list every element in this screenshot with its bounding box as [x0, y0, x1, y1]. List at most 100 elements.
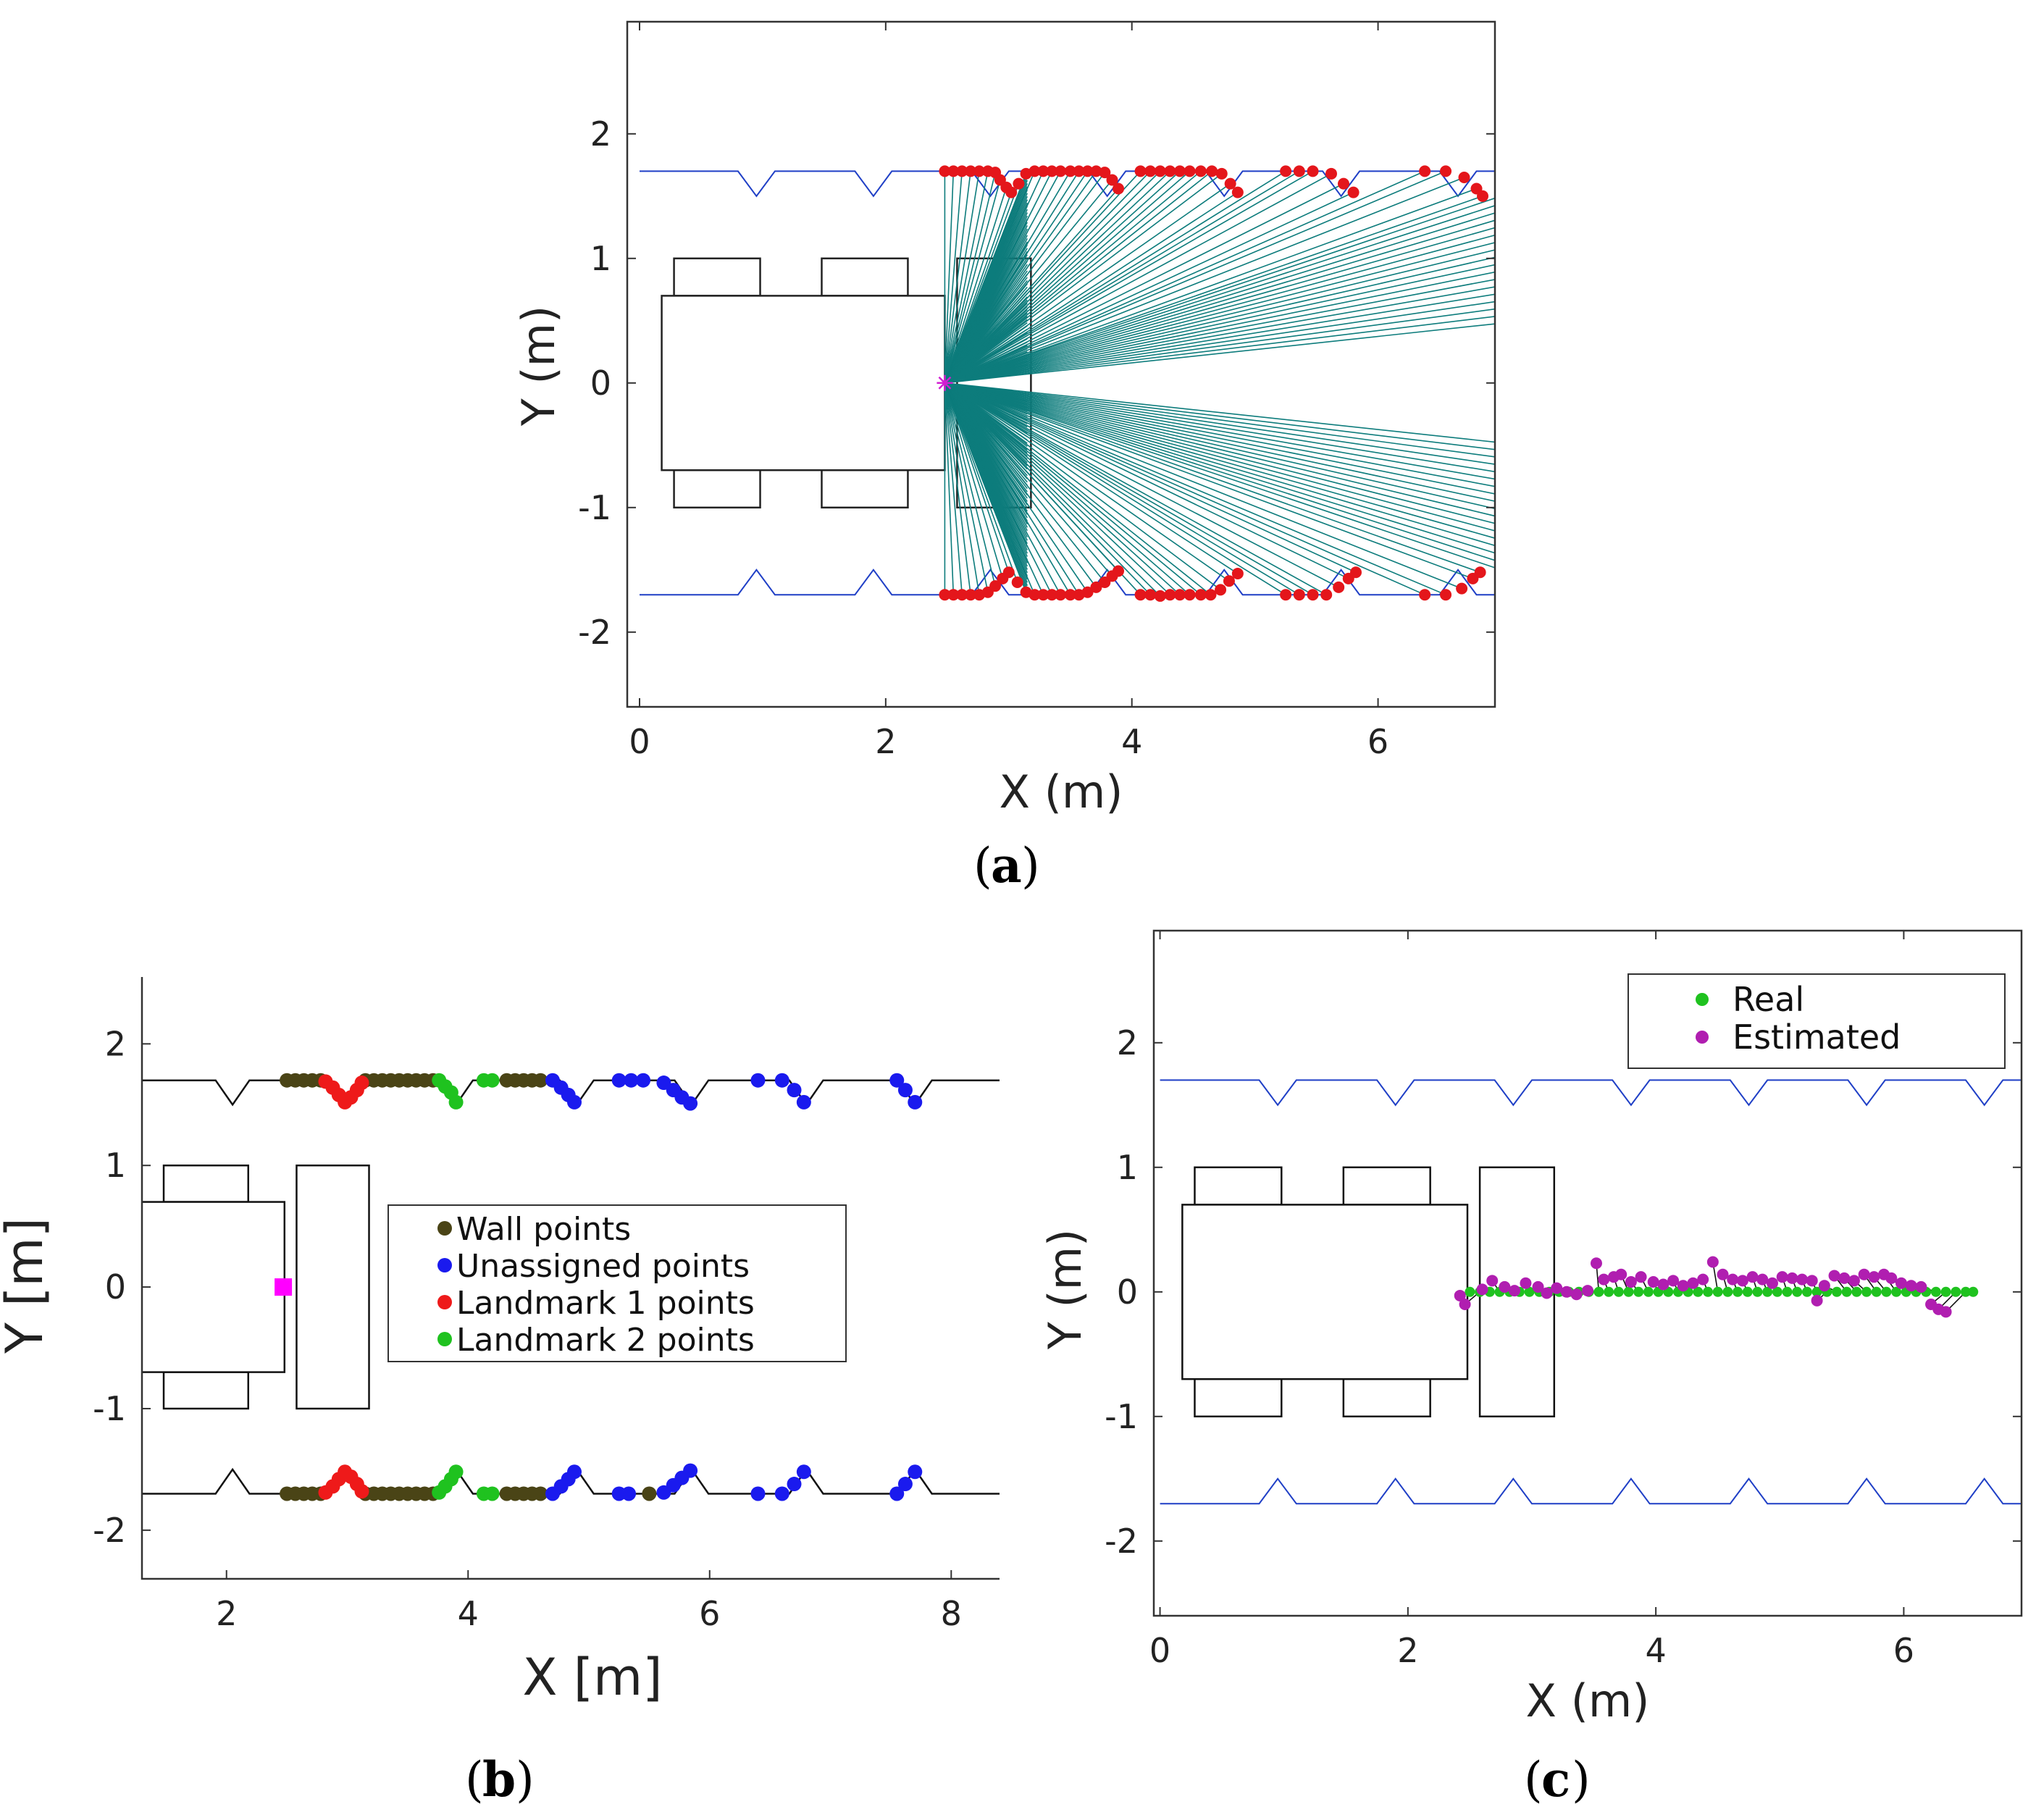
detected-point — [1477, 190, 1489, 202]
detected-point — [1113, 183, 1125, 195]
estimated-point — [1667, 1275, 1680, 1287]
estimated-point — [1687, 1277, 1699, 1289]
detected-point — [1081, 165, 1094, 177]
wheel-front-left — [821, 257, 909, 297]
estimated-point — [1582, 1285, 1593, 1297]
wheel-rear-left — [19, 1165, 104, 1202]
real-point — [1772, 1286, 1782, 1297]
classified-point — [485, 1486, 500, 1501]
estimated-point — [1828, 1270, 1840, 1282]
laser-ray — [944, 170, 1446, 384]
detected-point — [1064, 165, 1076, 177]
estimated-point — [1677, 1280, 1689, 1292]
estimated-point — [1940, 1306, 1952, 1318]
estimated-point — [1786, 1272, 1798, 1284]
wheel-front-left — [1342, 1166, 1431, 1206]
classified-point — [897, 1477, 913, 1492]
detected-point — [1205, 589, 1217, 601]
panel-c-axes-box — [1152, 929, 2023, 1617]
laser-ray — [944, 382, 1495, 569]
y-tick-label: 0 — [105, 1267, 126, 1307]
laser-ray — [944, 382, 1018, 583]
x-tick-label: 2 — [1397, 1631, 1418, 1670]
panel-b-ylabel: Y [m] — [0, 1217, 54, 1354]
estimated-point — [1590, 1257, 1602, 1270]
classified-point — [683, 1463, 698, 1478]
detected-point — [956, 589, 968, 601]
legend-label: Landmark 2 points — [456, 1322, 755, 1359]
y-tick-label: 0 — [1117, 1272, 1138, 1312]
laser-ray — [944, 382, 1495, 458]
x-tick-label: 6 — [699, 1594, 720, 1633]
laser-ray — [944, 196, 1483, 384]
legend-marker — [1696, 1031, 1709, 1044]
laser-ray — [944, 382, 1473, 579]
robot-body — [142, 1201, 286, 1373]
detected-point — [1231, 186, 1244, 198]
detected-point — [1090, 581, 1102, 593]
estimated-point — [1727, 1273, 1739, 1286]
x-tick-label: 4 — [1645, 1631, 1666, 1670]
svg-text:(: ( — [973, 838, 992, 894]
wheel-front-right — [162, 1371, 249, 1410]
detected-point — [1215, 167, 1228, 180]
wheel-rear-right — [1194, 1377, 1283, 1418]
real-point — [1742, 1286, 1753, 1297]
real-point — [1851, 1286, 1862, 1297]
real-point — [1722, 1286, 1733, 1297]
y-tick-label: 1 — [105, 1146, 126, 1185]
laser-ray — [944, 382, 996, 587]
laser-ray — [944, 170, 1202, 384]
real-point — [1968, 1286, 1979, 1297]
laser-ray — [944, 382, 1462, 590]
sensor-marker — [937, 374, 953, 391]
x-tick-label: 2 — [875, 722, 896, 761]
panel-c-caption-letter: c — [1541, 1751, 1570, 1808]
legend-marker — [437, 1221, 452, 1236]
laser-ray — [944, 205, 1495, 384]
real-point — [1693, 1286, 1704, 1297]
laser-ray — [944, 364, 1028, 384]
estimated-point — [1811, 1294, 1823, 1307]
detected-point — [989, 580, 1002, 592]
laser-ray — [944, 187, 1007, 384]
detected-point — [1106, 174, 1118, 186]
real-point — [1801, 1286, 1812, 1297]
detected-point — [1349, 566, 1362, 579]
classified-point — [796, 1094, 811, 1110]
detected-point — [965, 589, 977, 601]
classified-point — [642, 1486, 657, 1501]
wheel-rear-left — [673, 257, 761, 297]
laser-ray — [944, 271, 1495, 384]
classified-point — [750, 1073, 766, 1088]
laser-ray — [944, 382, 1495, 465]
real-point — [1811, 1286, 1822, 1297]
laser-ray — [944, 382, 955, 595]
estimated-point — [1625, 1276, 1637, 1288]
panel-b-caption: ( b ) — [465, 1751, 535, 1808]
detected-point — [947, 165, 960, 177]
laser-ray — [944, 382, 1495, 473]
laser-ray — [944, 382, 1202, 595]
wall-top — [640, 170, 1495, 198]
laser-ray — [944, 382, 1495, 539]
estimated-point — [1868, 1271, 1880, 1283]
laser-ray — [944, 382, 1495, 561]
laser-ray — [944, 382, 1300, 595]
laser-ray — [944, 382, 1495, 554]
laser-ray — [944, 382, 1028, 402]
laser-ray — [944, 264, 1495, 384]
detected-point — [1164, 165, 1176, 177]
estimated-point — [1905, 1280, 1917, 1292]
laser-ray — [944, 382, 980, 595]
panel-a-caption-letter: a — [991, 837, 1022, 894]
estimated-point — [1885, 1272, 1898, 1284]
detected-point — [956, 165, 968, 177]
legend-label: Unassigned points — [456, 1248, 750, 1285]
classified-point — [636, 1073, 651, 1088]
svg-text:): ) — [516, 1752, 535, 1808]
svg-text:(: ( — [465, 1752, 484, 1808]
